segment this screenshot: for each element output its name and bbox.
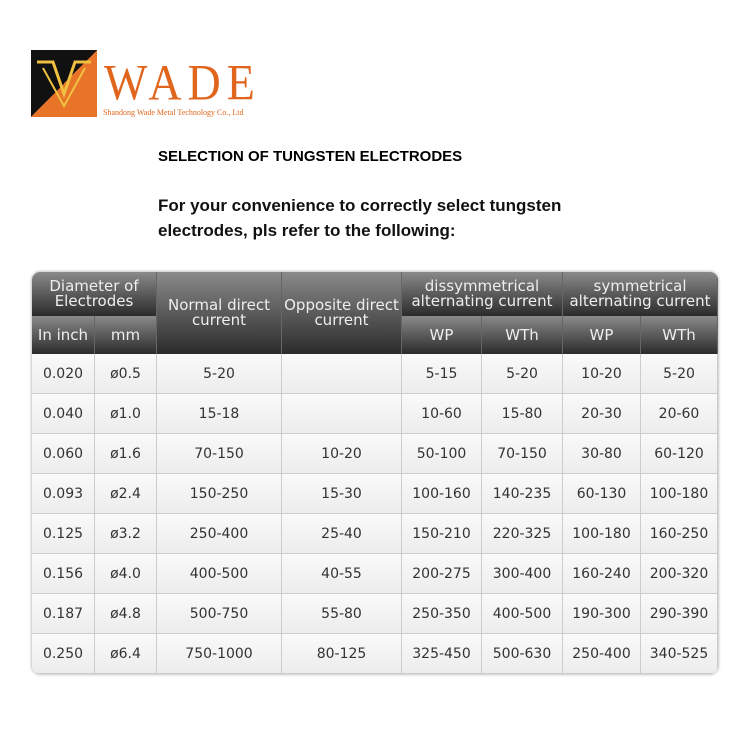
header-sym: symmetrical alternating current <box>563 272 718 316</box>
header-wp-sym: WP <box>563 316 641 354</box>
header-opposite: Opposite direct current <box>282 272 402 354</box>
table-row: 0.250 ø6.4 750-1000 80-125 325-450 500-630 250… <box>32 634 718 674</box>
table-cell: 60-130 <box>563 474 641 514</box>
table-cell: 5-20 <box>157 354 282 394</box>
table-cell: 55-80 <box>282 594 402 634</box>
table-cell: 15-30 <box>282 474 402 514</box>
header-diameter: Diameter of Electrodes <box>32 272 157 316</box>
table-cell: 340-525 <box>641 634 718 674</box>
table-cell: 15-18 <box>157 394 282 434</box>
table-cell: 0.093 <box>32 474 95 514</box>
table-cell: 300-400 <box>482 554 563 594</box>
table-row: 0.156 ø4.0 400-500 40-55 200-275 300-400 160-2… <box>32 554 718 594</box>
table-cell <box>282 394 402 434</box>
table-cell: 500-750 <box>157 594 282 634</box>
header-mm: mm <box>95 316 157 354</box>
header-wth-dissym: WTh <box>482 316 563 354</box>
table-cell: 200-320 <box>641 554 718 594</box>
table-cell: 50-100 <box>402 434 482 474</box>
table-cell: 0.020 <box>32 354 95 394</box>
intro-text: For your convenience to correctly select… <box>158 196 562 240</box>
table-cell: 160-250 <box>641 514 718 554</box>
table-cell: 100-180 <box>641 474 718 514</box>
table-cell: 10-20 <box>282 434 402 474</box>
table-cell: ø0.5 <box>95 354 157 394</box>
table-cell: 190-300 <box>563 594 641 634</box>
table-row: 0.125 ø3.2 250-400 25-40 150-210 220-325 100-1… <box>32 514 718 554</box>
table-cell: 150-210 <box>402 514 482 554</box>
table-cell: 0.040 <box>32 394 95 434</box>
table-cell: 5-20 <box>641 354 718 394</box>
table-cell: ø6.4 <box>95 634 157 674</box>
table-cell: 100-180 <box>563 514 641 554</box>
electrode-table: Diameter of Electrodes Normal direct cur… <box>32 272 718 674</box>
header-normal: Normal direct current <box>157 272 282 354</box>
table-cell: ø1.0 <box>95 394 157 434</box>
table-cell: 290-390 <box>641 594 718 634</box>
table-cell: ø4.0 <box>95 554 157 594</box>
table-cell: 220-325 <box>482 514 563 554</box>
table-cell: 20-60 <box>641 394 718 434</box>
company-logo <box>31 50 97 117</box>
table-cell: 0.125 <box>32 514 95 554</box>
table-cell: 750-1000 <box>157 634 282 674</box>
table-row: 0.040 ø1.0 15-18 10-60 15-80 20-30 20-60 <box>32 394 718 434</box>
table-cell: 400-500 <box>157 554 282 594</box>
table-cell: 0.156 <box>32 554 95 594</box>
table-cell <box>282 354 402 394</box>
table-cell: ø1.6 <box>95 434 157 474</box>
header-inch: In inch <box>32 316 95 354</box>
header-wp-dissym: WP <box>402 316 482 354</box>
table-cell: 500-630 <box>482 634 563 674</box>
table-cell: 250-400 <box>563 634 641 674</box>
table-cell: 140-235 <box>482 474 563 514</box>
table-cell: 325-450 <box>402 634 482 674</box>
header-wth-sym: WTh <box>641 316 718 354</box>
table-cell: 150-250 <box>157 474 282 514</box>
table-cell: 60-120 <box>641 434 718 474</box>
table-cell: 250-400 <box>157 514 282 554</box>
table-cell: ø2.4 <box>95 474 157 514</box>
table-cell: 10-20 <box>563 354 641 394</box>
table-cell: 5-20 <box>482 354 563 394</box>
table-cell: 70-150 <box>157 434 282 474</box>
table-cell: 20-30 <box>563 394 641 434</box>
table-row: 0.093 ø2.4 150-250 15-30 100-160 140-235 60-13… <box>32 474 718 514</box>
table-cell: 250-350 <box>402 594 482 634</box>
table-cell: 0.250 <box>32 634 95 674</box>
table-cell: 100-160 <box>402 474 482 514</box>
table-row: 0.020 ø0.5 5-20 5-15 5-20 10-20 5-20 <box>32 354 718 394</box>
table-cell: 0.060 <box>32 434 95 474</box>
table-cell: 70-150 <box>482 434 563 474</box>
page-title: SELECTION OF TUNGSTEN ELECTRODES <box>158 148 463 165</box>
table-cell: 160-240 <box>563 554 641 594</box>
table-cell: 400-500 <box>482 594 563 634</box>
table-cell: 0.187 <box>32 594 95 634</box>
header-dissym: dissymmetrical alternating current <box>402 272 563 316</box>
table-row: 0.060 ø1.6 70-150 10-20 50-100 70-150 30-80 60-… <box>32 434 718 474</box>
table-cell: 25-40 <box>282 514 402 554</box>
table-cell: ø4.8 <box>95 594 157 634</box>
table-cell: 5-15 <box>402 354 482 394</box>
table-cell: 15-80 <box>482 394 563 434</box>
table-cell: 10-60 <box>402 394 482 434</box>
table-cell: 80-125 <box>282 634 402 674</box>
table-cell: 30-80 <box>563 434 641 474</box>
table-cell: 40-55 <box>282 554 402 594</box>
company-name: Shandong Wade Metal Technology Co., Ltd <box>103 108 244 117</box>
table-cell: ø3.2 <box>95 514 157 554</box>
logo-wordmark: WADE <box>104 54 261 111</box>
table-cell: 200-275 <box>402 554 482 594</box>
table-row: 0.187 ø4.8 500-750 55-80 250-350 400-500 190-3… <box>32 594 718 634</box>
